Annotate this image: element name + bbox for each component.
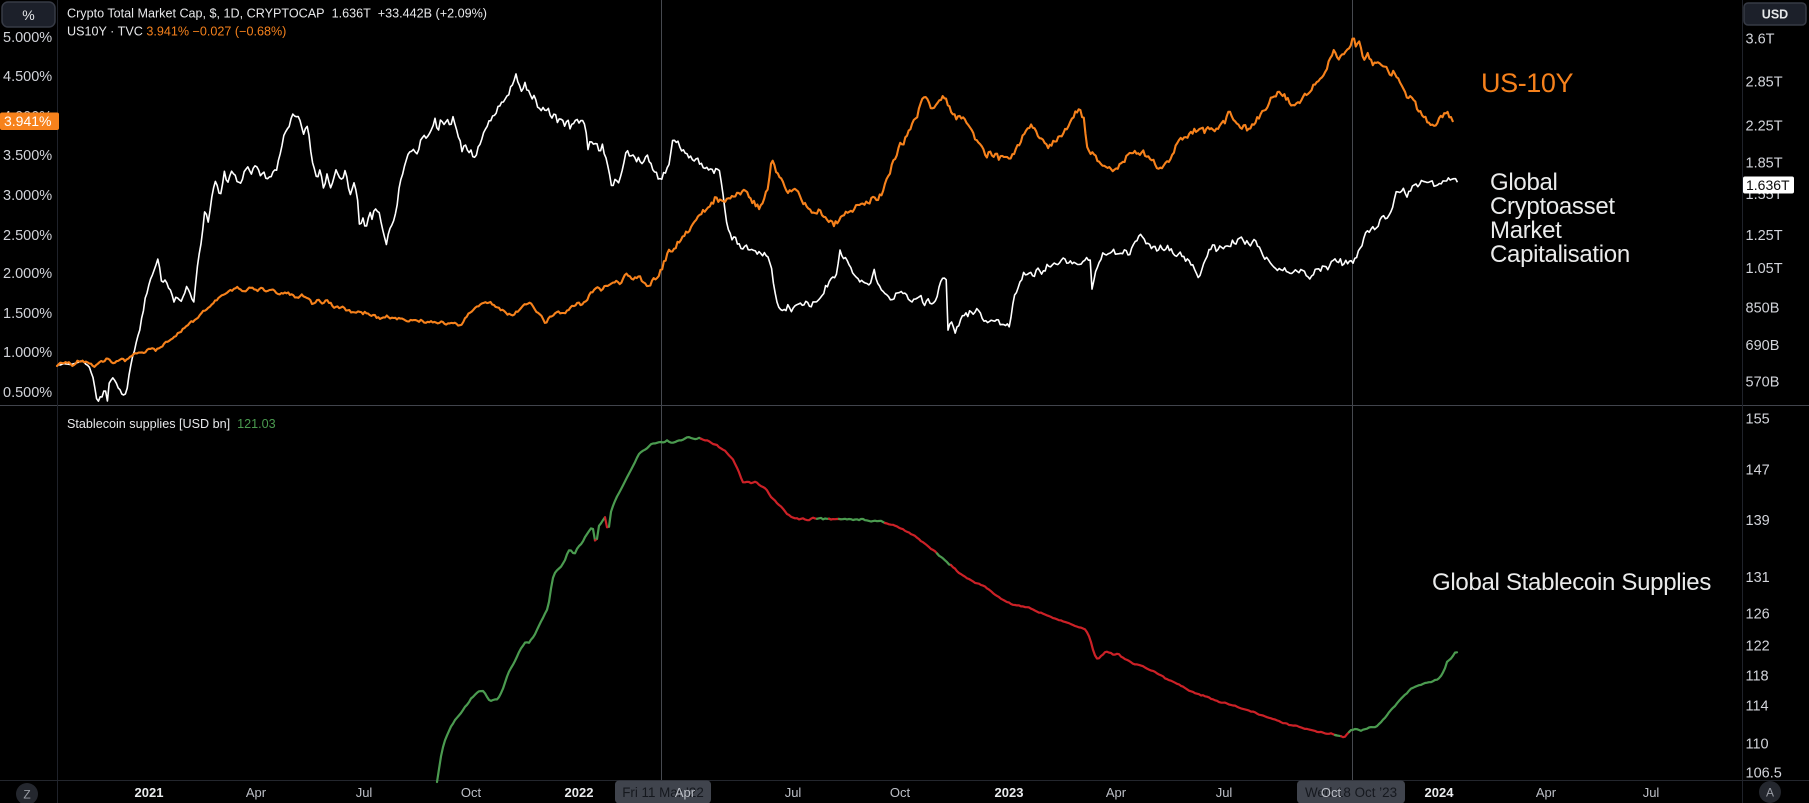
svg-text:2021: 2021 — [135, 785, 164, 800]
svg-text:4.500%: 4.500% — [3, 69, 52, 85]
svg-text:5.000%: 5.000% — [3, 30, 52, 46]
svg-text:3.941%: 3.941% — [4, 113, 51, 129]
svg-text:Crypto Total Market Cap, $, 1D: Crypto Total Market Cap, $, 1D, CRYPTOCA… — [67, 7, 487, 21]
svg-text:126: 126 — [1746, 607, 1770, 623]
svg-text:1.05T: 1.05T — [1746, 261, 1783, 277]
svg-text:USD: USD — [1762, 8, 1788, 22]
svg-text:155: 155 — [1746, 412, 1770, 428]
svg-text:850B: 850B — [1746, 301, 1780, 317]
svg-text:US10Y · TVC 3.941% −0.027 (−0.: US10Y · TVC 3.941% −0.027 (−0.68%) — [67, 25, 286, 39]
svg-text:Apr: Apr — [675, 785, 696, 800]
svg-text:A: A — [1766, 786, 1774, 800]
svg-text:Apr: Apr — [1536, 785, 1557, 800]
svg-text:Jul: Jul — [1216, 785, 1233, 800]
svg-text:Apr: Apr — [1106, 785, 1127, 800]
svg-text:Z: Z — [23, 788, 30, 802]
svg-text:1.000%: 1.000% — [3, 345, 52, 361]
svg-text:Fri 11 Mar ’22: Fri 11 Mar ’22 — [622, 785, 704, 800]
svg-text:2.000%: 2.000% — [3, 266, 52, 282]
svg-text:Oct: Oct — [1321, 785, 1342, 800]
svg-text:139: 139 — [1746, 513, 1770, 529]
svg-text:2.500%: 2.500% — [3, 228, 52, 244]
svg-text:131: 131 — [1746, 570, 1770, 586]
svg-text:1.25T: 1.25T — [1746, 228, 1783, 244]
svg-text:3.6T: 3.6T — [1746, 32, 1775, 48]
svg-text:Global Stablecoin Supplies: Global Stablecoin Supplies — [1432, 569, 1711, 596]
svg-text:Jul: Jul — [1643, 785, 1660, 800]
svg-text:1.85T: 1.85T — [1746, 156, 1783, 172]
svg-text:3.000%: 3.000% — [3, 188, 52, 204]
svg-text:%: % — [22, 7, 34, 23]
svg-text:2022: 2022 — [565, 785, 594, 800]
svg-text:2024: 2024 — [1425, 785, 1455, 800]
svg-text:Jul: Jul — [785, 785, 802, 800]
svg-text:147: 147 — [1746, 462, 1770, 478]
svg-text:114: 114 — [1746, 699, 1769, 715]
svg-text:Oct: Oct — [890, 785, 911, 800]
svg-text:3.500%: 3.500% — [3, 148, 52, 164]
svg-text:2.85T: 2.85T — [1746, 75, 1783, 91]
svg-text:122: 122 — [1746, 639, 1770, 655]
svg-text:0.500%: 0.500% — [3, 385, 52, 401]
svg-text:570B: 570B — [1746, 374, 1780, 390]
svg-text:110: 110 — [1746, 737, 1769, 753]
svg-text:118: 118 — [1746, 668, 1769, 684]
svg-text:106.5: 106.5 — [1746, 765, 1782, 781]
svg-text:Apr: Apr — [246, 785, 267, 800]
svg-text:US-10Y: US-10Y — [1481, 68, 1574, 98]
svg-text:690B: 690B — [1746, 338, 1780, 354]
svg-text:Oct: Oct — [461, 785, 482, 800]
svg-text:1.636T: 1.636T — [1746, 177, 1790, 193]
svg-text:Jul: Jul — [356, 785, 373, 800]
svg-text:Stablecoin supplies [USD bn]: Stablecoin supplies [USD bn] 121.03 — [67, 417, 276, 431]
svg-text:2.25T: 2.25T — [1746, 119, 1783, 135]
svg-text:2023: 2023 — [995, 785, 1024, 800]
svg-text:1.500%: 1.500% — [3, 306, 52, 322]
svg-text:Wed 18 Oct ’23: Wed 18 Oct ’23 — [1305, 785, 1397, 800]
